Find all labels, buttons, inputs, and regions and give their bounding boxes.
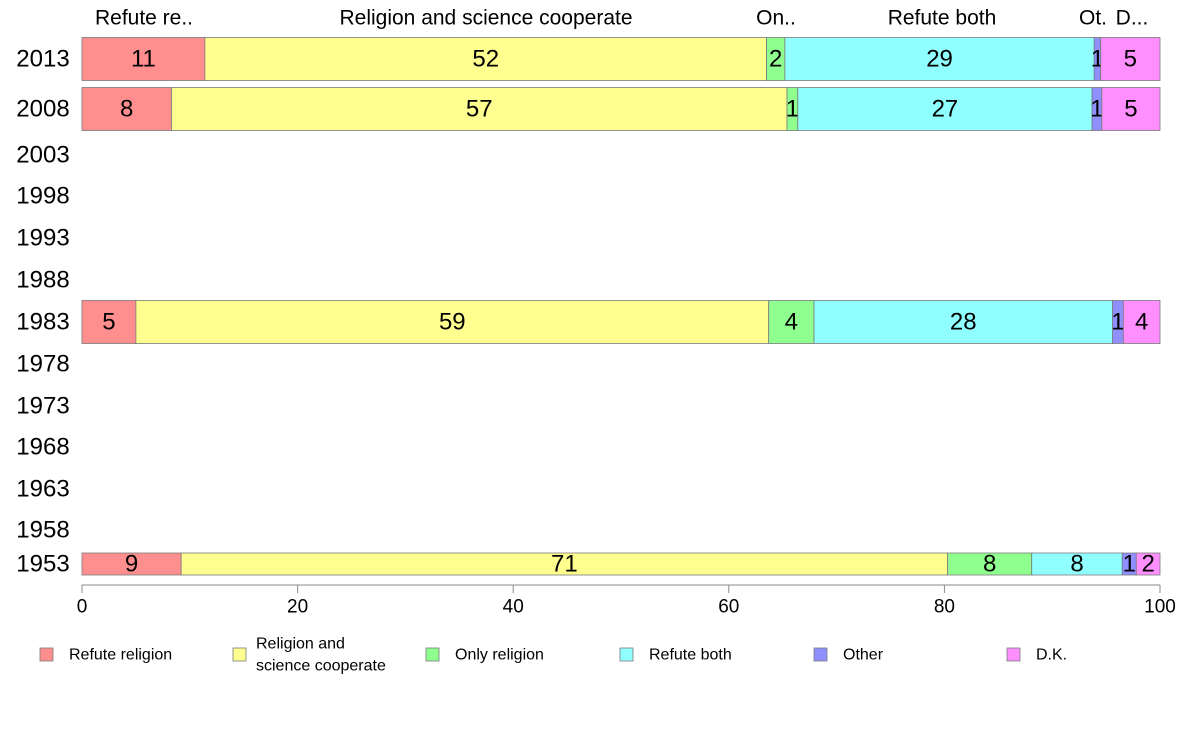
bar-segment-2013-refute-religion	[81, 37, 206, 81]
data-label-1953-other: 1	[1123, 551, 1136, 578]
legend-label-only-religion: Only religion	[455, 647, 544, 664]
bar-segment-2008-refute-both	[797, 87, 1093, 131]
data-label-1953-refute-both: 8	[1070, 551, 1083, 578]
data-label-2008-refute-religion: 8	[120, 96, 133, 123]
x-tick-label-20: 20	[287, 597, 308, 618]
legend-swatch-refute-religion	[39, 647, 54, 662]
legend-label-other: Other	[843, 647, 884, 664]
year-label-1958: 1958	[16, 517, 69, 544]
x-tick-label-80: 80	[934, 597, 955, 618]
bar-segment-2013-religion-and-science-cooperate	[204, 37, 767, 81]
year-label-1978: 1978	[16, 351, 69, 378]
data-label-1953-only-religion: 8	[983, 551, 996, 578]
data-label-2013-refute-religion: 11	[131, 46, 156, 73]
bar-segment-2008-religion-and-science-cooperate	[171, 87, 788, 131]
year-label-2013: 2013	[16, 46, 69, 73]
data-label-1953-d-k-: 2	[1141, 551, 1154, 578]
year-label-1983: 1983	[16, 309, 69, 336]
bar-segment-1983-refute-both	[813, 300, 1113, 344]
year-label-1953: 1953	[16, 551, 69, 578]
year-label-1973: 1973	[16, 393, 69, 420]
column-header-2: Religion and science cooperate	[339, 7, 632, 30]
year-label-1968: 1968	[16, 434, 69, 461]
column-header-6: D...	[1116, 7, 1149, 30]
bar-segment-2013-refute-both	[784, 37, 1095, 81]
column-header-3: On..	[756, 7, 796, 30]
data-label-2013-only-religion: 2	[769, 46, 782, 73]
legend-swatch-only-religion	[425, 647, 440, 662]
data-label-2008-only-religion: 1	[786, 96, 799, 123]
legend-label-refute-both: Refute both	[649, 647, 732, 664]
bar-segment-1983-d-k-	[1122, 300, 1161, 344]
data-label-2013-d-k-: 5	[1124, 46, 1137, 73]
legend-label-d-k-: D.K.	[1036, 647, 1067, 664]
x-tick-label-100: 100	[1144, 597, 1176, 618]
year-label-1993: 1993	[16, 225, 69, 252]
legend-label-religion-and-science-cooperate-line-1: Religion and	[256, 636, 345, 653]
data-label-1953-refute-religion: 9	[125, 551, 138, 578]
year-label-2008: 2008	[16, 96, 69, 123]
bar-segment-2013-d-k-	[1100, 37, 1161, 81]
year-label-1963: 1963	[16, 476, 69, 503]
column-header-4: Refute both	[888, 7, 997, 30]
data-label-1983-only-religion: 4	[785, 309, 798, 336]
data-label-2008-other: 1	[1090, 96, 1103, 123]
data-label-1983-refute-religion: 5	[102, 309, 115, 336]
legend-swatch-other	[813, 647, 828, 662]
legend-swatch-refute-both	[619, 647, 634, 662]
bar-segment-1983-only-religion	[768, 300, 815, 344]
year-label-1998: 1998	[16, 183, 69, 210]
bar-segment-2008-refute-religion	[81, 87, 172, 131]
column-header-1: Refute re..	[95, 7, 193, 30]
data-label-1983-refute-both: 28	[950, 309, 977, 336]
bar-segment-1953-d-k-	[1135, 552, 1161, 576]
data-label-2008-d-k-: 5	[1124, 96, 1137, 123]
legend-label-religion-and-science-cooperate-line-2: science cooperate	[256, 658, 386, 675]
x-tick-label-40: 40	[503, 597, 524, 618]
data-label-1953-religion-and-science-cooperate: 71	[551, 551, 578, 578]
bar-segment-1983-religion-and-science-cooperate	[135, 300, 770, 344]
data-label-1983-other: 1	[1111, 309, 1124, 336]
data-label-1983-religion-and-science-cooperate: 59	[439, 309, 466, 336]
year-label-1988: 1988	[16, 267, 69, 294]
legend-swatch-d-k-	[1006, 647, 1021, 662]
bar-segment-2008-d-k-	[1101, 87, 1161, 131]
data-label-2013-refute-both: 29	[926, 46, 953, 73]
column-header-5: Ot.	[1079, 7, 1107, 30]
legend-swatch-religion-and-science-cooperate	[232, 647, 247, 662]
data-label-2013-religion-and-science-cooperate: 52	[472, 46, 499, 73]
data-label-2008-religion-and-science-cooperate: 57	[466, 96, 493, 123]
x-tick-label-60: 60	[718, 597, 739, 618]
legend-label-refute-religion: Refute religion	[69, 647, 172, 664]
x-tick-label-0: 0	[77, 597, 88, 618]
data-label-2008-refute-both: 27	[932, 96, 959, 123]
data-label-1983-d-k-: 4	[1135, 309, 1148, 336]
year-label-2003: 2003	[16, 142, 69, 169]
